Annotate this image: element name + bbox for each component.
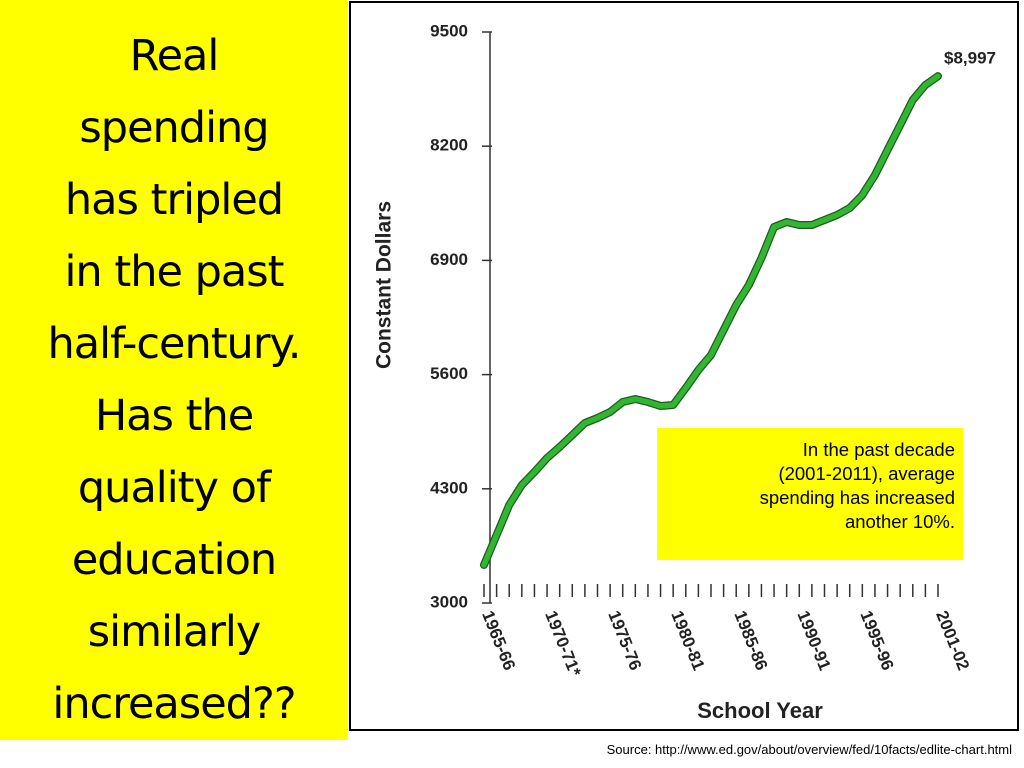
annotation-box: In the past decade (2001-2011), average sp… (657, 428, 963, 560)
note-line: another 10%. (844, 511, 955, 532)
x-tick-label: 1970-71* (541, 608, 585, 679)
heading-line: in the past (64, 247, 284, 297)
data-label: $8,997 (944, 49, 996, 68)
heading-line: increased?? (52, 679, 296, 729)
heading-line: quality of (77, 463, 271, 513)
note-line: spending has increased (759, 487, 955, 508)
note-line: In the past decade (802, 439, 955, 460)
x-tick-label: 1975-76 (604, 608, 645, 673)
line (481, 73, 941, 568)
x-tick-label: 1965-66 (478, 608, 519, 673)
x-tick-label: 2001-02 (932, 608, 973, 673)
y-tick-label: 4300 (430, 478, 468, 497)
y-tick-label: 5600 (430, 364, 468, 383)
y-tick-label: 9500 (430, 21, 468, 40)
heading-line: education (71, 535, 277, 585)
x-axis-title: School Year (697, 698, 823, 723)
note-line: (2001-2011), average (778, 463, 955, 484)
chart-frame (349, 1, 1019, 731)
heading-line: has tripled (64, 175, 284, 225)
heading-line: half-century. (47, 319, 302, 369)
y-axis-title: Constant Dollars (373, 201, 396, 369)
heading: Real spending has tripled in the past half-c… (0, 0, 348, 740)
x-tick-label: 1995-96 (856, 608, 897, 673)
x-tick-label: 1980-81 (667, 608, 708, 673)
heading-line: Has the (94, 391, 254, 441)
source: Source: http://www.ed.gov/about/overview… (606, 742, 1012, 757)
x-tick-label: 1990-91 (793, 608, 834, 673)
heading-line: Real (129, 31, 220, 81)
x-tick-label: 1985-86 (730, 608, 771, 673)
heading-line: spending (79, 103, 269, 153)
chart: Constant Dollars School Year 3000 4300 560… (373, 21, 996, 723)
heading-line: similarly (87, 607, 262, 657)
y-tick-label: 6900 (430, 250, 468, 269)
y-tick-label: 8200 (430, 136, 468, 155)
y-tick-label: 3000 (430, 592, 468, 611)
